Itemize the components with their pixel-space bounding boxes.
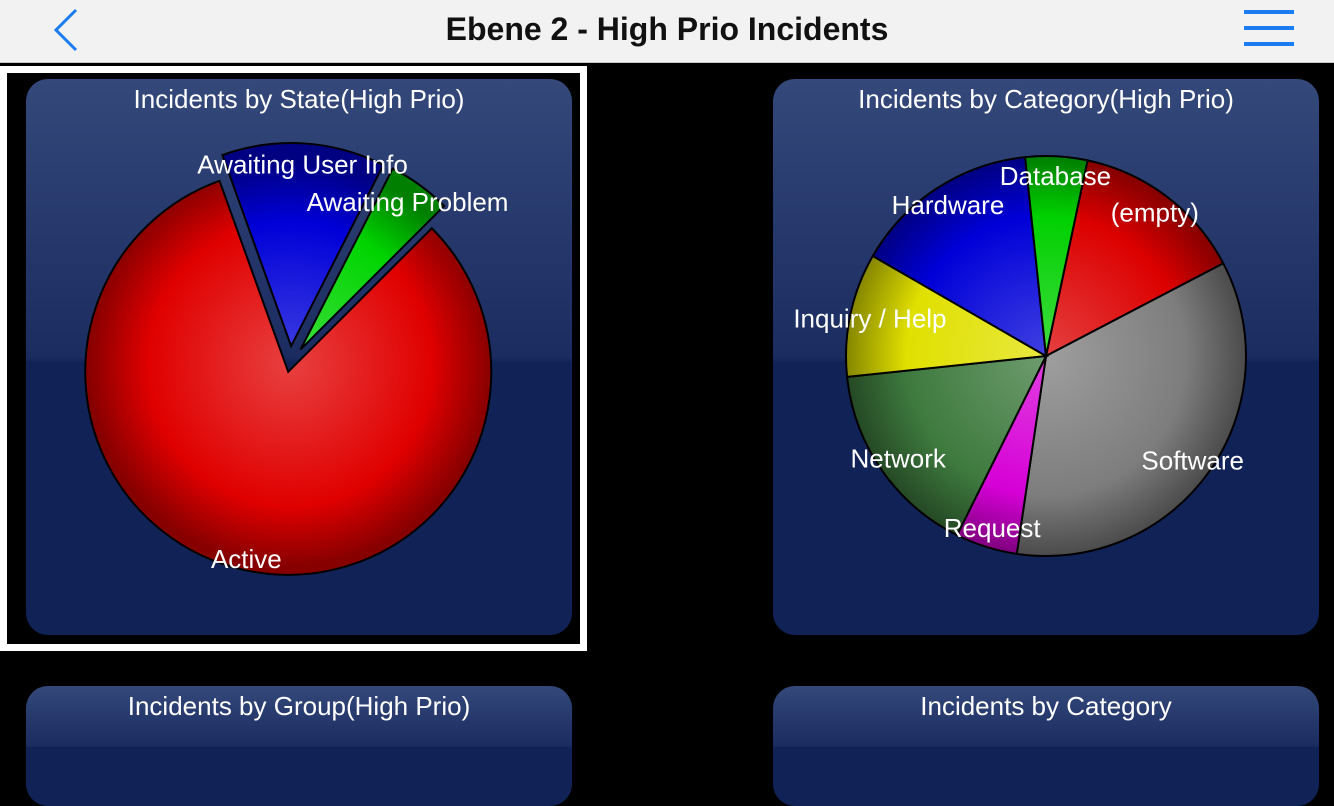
pie-slice-active[interactable] — [84, 179, 493, 576]
chevron-left-icon — [53, 8, 78, 52]
pie-slice-empty[interactable] — [1044, 159, 1225, 358]
chart-card-state[interactable]: Active Awaiting User Info Awaiting Problem… — [26, 79, 572, 635]
chart-card-category-high[interactable]: (empty) Software Request Network Inquiry / H… — [773, 79, 1319, 635]
slice-label-empty: (empty) — [1111, 198, 1199, 228]
pie-slice-database[interactable] — [1023, 155, 1089, 357]
pie-chart-state: Active Awaiting User Info Awaiting Problem — [84, 142, 509, 576]
slice-label-request: Request — [944, 513, 1042, 543]
navigation-bar: Ebene 2 - High Prio Incidents — [0, 0, 1334, 63]
slice-label-hardware: Hardware — [892, 190, 1005, 220]
back-button[interactable] — [46, 6, 86, 54]
chart-title: Incidents by State(High Prio) — [133, 84, 465, 114]
chart-title: Incidents by Category(High Prio) — [858, 84, 1234, 114]
pie-slice-awaiting-user-info[interactable] — [221, 142, 385, 349]
slice-label-database: Database — [1000, 161, 1111, 191]
slice-label-software: Software — [1141, 445, 1244, 475]
chart-card-group[interactable]: Incidents by Group(High Prio) — [26, 686, 572, 806]
pie-chart-category: (empty) Software Request Network Inquiry / H… — [793, 155, 1247, 557]
pie-slice-awaiting-problem[interactable] — [299, 167, 446, 351]
page-title: Ebene 2 - High Prio Incidents — [445, 11, 889, 47]
pie-slice-hardware[interactable] — [871, 155, 1048, 358]
slice-label-awaiting-problem: Awaiting Problem — [307, 187, 509, 217]
pie-slice-software[interactable] — [1015, 261, 1247, 557]
chart-title: Incidents by Category — [920, 691, 1172, 721]
slice-label-awaiting-user-info: Awaiting User Info — [197, 149, 408, 179]
hamburger-menu-icon — [1244, 10, 1294, 46]
slice-label-active: Active — [211, 544, 282, 574]
chart-title: Incidents by Group(High Prio) — [127, 691, 471, 721]
pie-slice-inquiry-help[interactable] — [845, 254, 1050, 379]
pie-slice-network[interactable] — [845, 354, 1048, 537]
slice-label-inquiry-help: Inquiry / Help — [793, 304, 946, 334]
chart-card-category[interactable]: Incidents by Category — [773, 686, 1319, 806]
menu-button[interactable] — [1238, 8, 1300, 52]
slice-label-network: Network — [851, 444, 947, 474]
